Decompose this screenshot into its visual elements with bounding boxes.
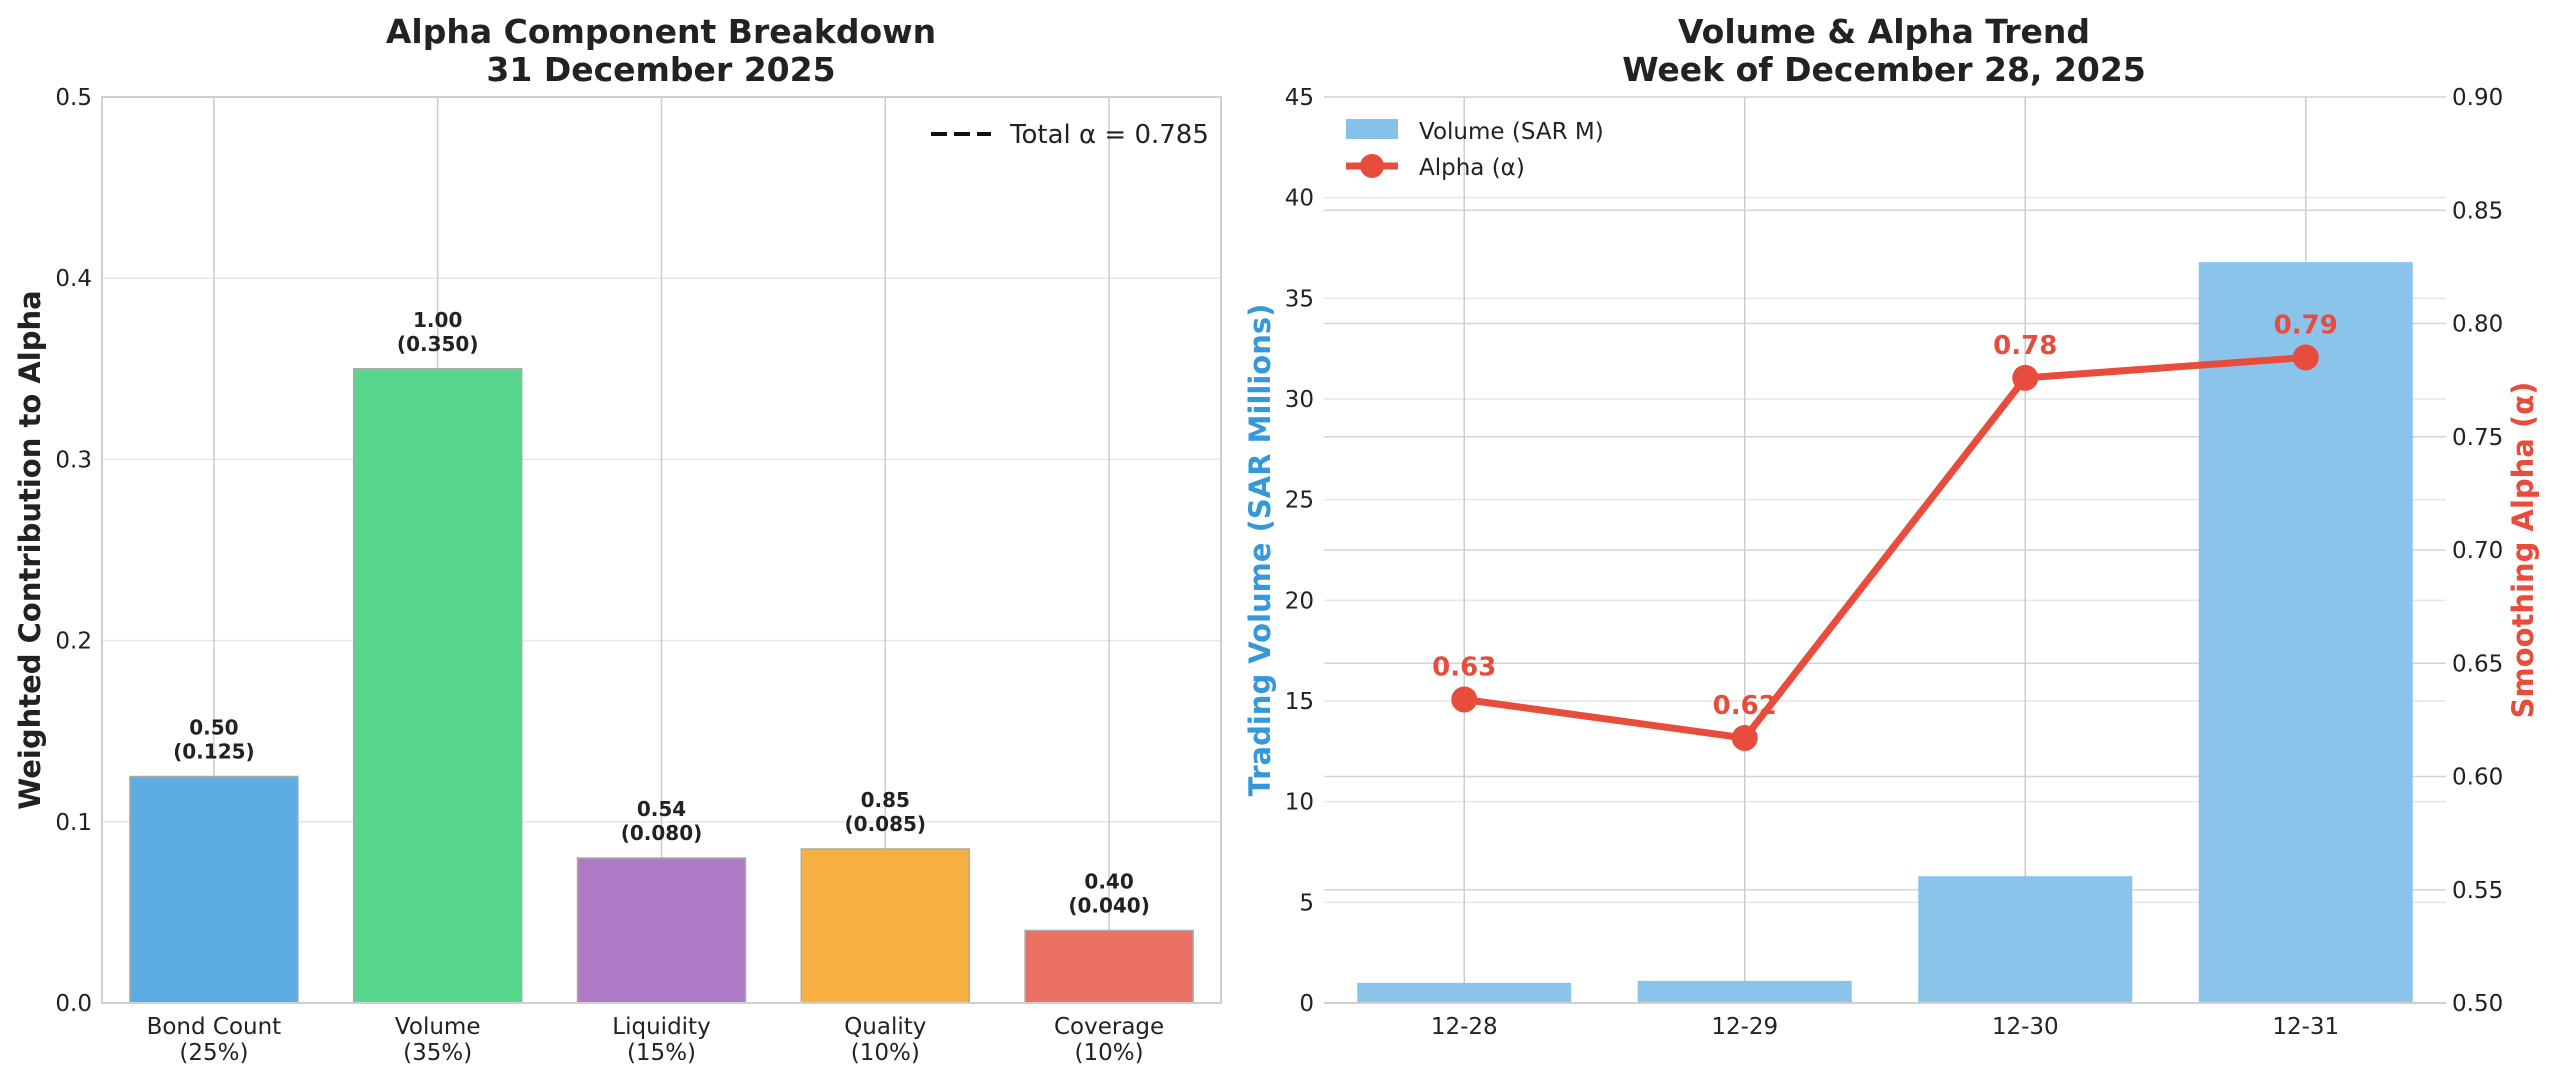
chart1-value-label: (0.080) — [621, 821, 703, 845]
chart2-left-tick-label: 45 — [1285, 85, 1314, 111]
chart1-ytick-label: 0.5 — [55, 85, 92, 111]
chart2-volume-bar — [1918, 876, 2133, 1003]
chart2-x-ticks: 12-28 12-29 12-30 12-31 — [1431, 1014, 2339, 1040]
chart1-score-label: 1.00 — [413, 308, 462, 332]
chart2-right-tick-label: 0.50 — [2452, 991, 2503, 1017]
chart1-category-weight: (10%) — [1075, 1040, 1144, 1066]
component-breakdown-chart: Alpha Component Breakdown 31 December 20… — [13, 12, 1222, 1066]
chart2-date-label: 12-29 — [1711, 1014, 1778, 1040]
chart2-legend-volume: Volume (SAR M) — [1419, 119, 1604, 145]
chart1-score-label: 0.54 — [637, 797, 686, 821]
chart2-legend: Volume (SAR M) Alpha (α) — [1346, 119, 1604, 181]
chart2-alpha-point — [2292, 344, 2319, 371]
chart1-ytick-label: 0.4 — [55, 266, 92, 292]
chart2-right-ticks: 0.50 0.55 0.60 0.65 0.70 0.75 0.80 0.85 0.90 — [2452, 85, 2503, 1017]
chart2-alpha-label: 0.79 — [2274, 310, 2338, 340]
chart2-left-tick-label: 20 — [1285, 588, 1314, 614]
chart2-right-tick-label: 0.90 — [2452, 85, 2503, 111]
chart2-left-ticks: 0 5 10 15 20 25 30 35 40 45 — [1285, 85, 1314, 1017]
chart2-left-tick-label: 15 — [1285, 689, 1314, 715]
chart2-date-label: 12-28 — [1431, 1014, 1498, 1040]
chart2-right-tick-label: 0.60 — [2452, 765, 2503, 791]
chart1-ytick-label: 0.2 — [55, 629, 92, 655]
chart2-alpha-point — [1451, 686, 1478, 713]
chart1-bar — [352, 368, 523, 1004]
chart1-score-label: 0.50 — [189, 716, 238, 740]
chart1-bars — [129, 368, 1194, 1004]
chart1-x-ticks: Bond Count(25%) Volume(35%) Liquidity(15%)… — [147, 1014, 1165, 1066]
chart2-alpha-line — [1451, 344, 2319, 751]
chart1-ytick-label: 0.3 — [55, 447, 92, 473]
chart1-value-label: (0.125) — [173, 740, 255, 764]
chart2-left-tick-label: 25 — [1285, 488, 1314, 514]
chart2-right-tick-label: 0.70 — [2452, 538, 2503, 564]
volume-alpha-trend-chart: Volume & Alpha Trend Week of December 28… — [1243, 12, 2540, 1040]
chart1-frame — [101, 96, 1222, 1004]
chart2-right-tick-label: 0.65 — [2452, 651, 2503, 677]
chart1-category-weight: (25%) — [179, 1040, 248, 1066]
chart1-legend-label: Total α = 0.785 — [1009, 120, 1209, 150]
chart1-category-label: Coverage — [1054, 1014, 1164, 1040]
chart1-ytick-label: 0.1 — [55, 810, 92, 836]
chart1-category-weight: (15%) — [627, 1040, 696, 1066]
chart1-ylabel: Weighted Contribution to Alpha — [13, 290, 47, 809]
chart2-left-tick-label: 30 — [1285, 387, 1314, 413]
chart2-alpha-point — [1731, 724, 1758, 751]
chart2-left-tick-label: 5 — [1299, 890, 1314, 916]
chart1-value-label: (0.040) — [1068, 894, 1150, 918]
chart1-ytick-label: 0.0 — [55, 991, 92, 1017]
chart1-y-ticks: 0.0 0.1 0.2 0.3 0.4 0.5 — [55, 85, 92, 1017]
chart1-subtitle: 31 December 2025 — [486, 50, 835, 89]
chart2-alpha-label: 0.62 — [1713, 691, 1777, 721]
chart2-left-tick-label: 0 — [1299, 991, 1314, 1017]
chart2-legend-alpha: Alpha (α) — [1419, 155, 1525, 181]
chart2-left-tick-label: 10 — [1285, 790, 1314, 816]
chart2-date-label: 12-30 — [1992, 1014, 2059, 1040]
chart2-alpha-label: 0.63 — [1432, 652, 1496, 682]
chart1-title: Alpha Component Breakdown — [386, 12, 936, 51]
chart2-subtitle: Week of December 28, 2025 — [1622, 50, 2146, 89]
chart1-bar — [576, 857, 747, 1004]
chart1-value-label: (0.350) — [397, 332, 479, 356]
chart2-right-ylabel: Smoothing Alpha (α) — [2506, 382, 2540, 719]
chart2-volume-bars — [1357, 262, 2413, 1003]
chart2-title: Volume & Alpha Trend — [1678, 12, 2090, 51]
chart1-category-weight: (35%) — [403, 1040, 472, 1066]
chart1-value-label: (0.085) — [845, 812, 927, 836]
chart2-right-tick-label: 0.75 — [2452, 425, 2503, 451]
chart2-volume-bar — [2198, 262, 2413, 1003]
chart2-point-labels: 0.63 0.62 0.78 0.79 — [1432, 310, 2338, 721]
chart2-alpha-label: 0.78 — [1993, 331, 2057, 361]
chart2-right-tick-label: 0.55 — [2452, 878, 2503, 904]
chart1-category-label: Quality — [844, 1014, 926, 1040]
chart2-right-tick-label: 0.85 — [2452, 198, 2503, 224]
chart2-alpha-point — [2012, 364, 2039, 391]
chart1-legend: Total α = 0.785 — [931, 120, 1209, 150]
chart1-score-label: 0.40 — [1084, 870, 1133, 894]
chart1-category-label: Bond Count — [147, 1014, 282, 1040]
chart1-category-weight: (10%) — [851, 1040, 920, 1066]
chart2-left-tick-label: 35 — [1285, 286, 1314, 312]
chart2-alpha-polyline — [1463, 353, 2307, 742]
chart1-bar — [129, 775, 299, 1004]
chart2-right-tick-label: 0.80 — [2452, 312, 2503, 338]
chart2-left-ylabel: Trading Volume (SAR Millions) — [1243, 304, 1277, 797]
chart2-left-tick-label: 40 — [1285, 186, 1314, 212]
chart1-category-label: Liquidity — [612, 1014, 710, 1040]
chart1-bar — [800, 848, 971, 1004]
legend-alpha-marker-icon — [1360, 154, 1384, 178]
chart2-date-label: 12-31 — [2272, 1014, 2339, 1040]
chart2-volume-bar — [1637, 980, 1852, 1003]
chart1-bar — [1024, 929, 1194, 1004]
chart2-volume-bar — [1357, 982, 1572, 1003]
chart1-score-label: 0.85 — [861, 788, 910, 812]
legend-volume-swatch-icon — [1346, 119, 1398, 139]
chart1-bar-labels: 0.50(0.125)1.00(0.350)0.54(0.080)0.85(0.… — [173, 308, 1150, 918]
chart1-category-label: Volume — [395, 1014, 481, 1040]
